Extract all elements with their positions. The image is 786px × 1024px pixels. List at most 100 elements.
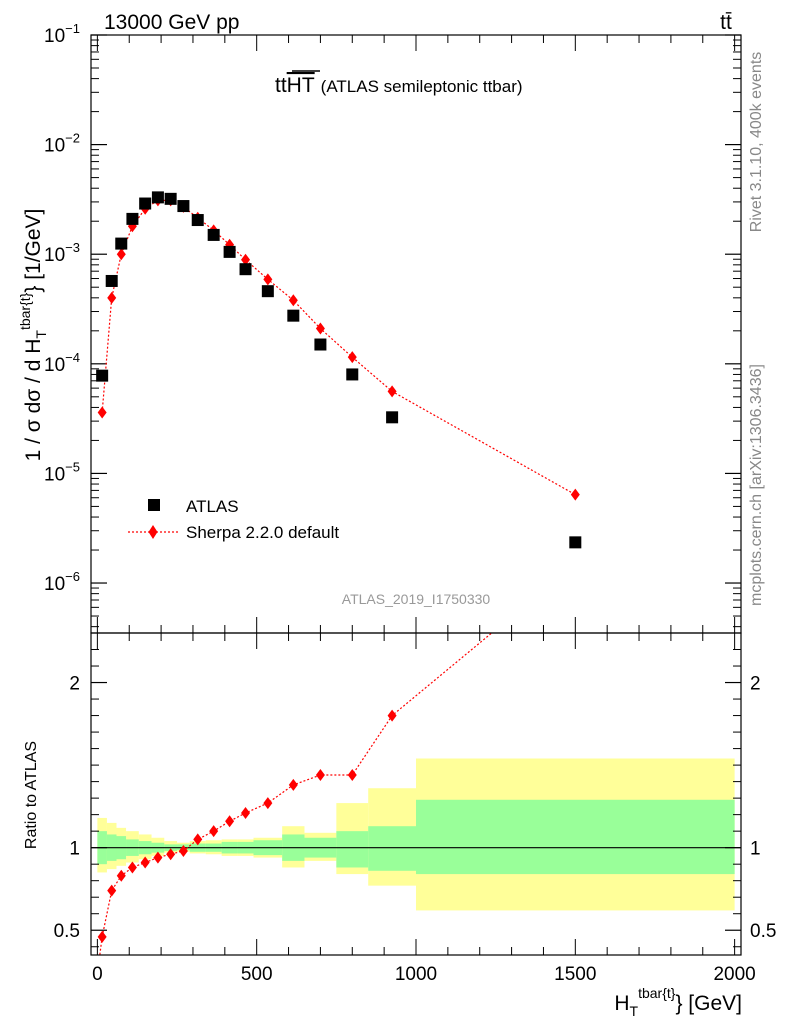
y-tick-label: 10−4 — [44, 350, 80, 376]
rivet-version-label: Rivet 3.1.10, 400k events — [748, 52, 765, 233]
sherpa-ratio-point — [107, 884, 117, 897]
y-axis-label-suffix: } [1/GeV] — [22, 209, 45, 293]
process-label: tt̄ — [720, 11, 732, 34]
atlas-point — [139, 197, 152, 210]
y-tick-label: 10−6 — [44, 569, 80, 595]
x-tick-label: 2000 — [713, 964, 755, 985]
y-axis-label: 1 / σ dσ / d HTtbar{t}} [1/GeV] — [17, 209, 49, 462]
atlas-point — [191, 214, 204, 227]
ratio-y-axis-label: Ratio to ATLAS — [23, 741, 40, 849]
sherpa-point — [116, 248, 126, 261]
y-axis-label-sub: T — [33, 330, 49, 339]
sherpa-ratio-point — [127, 861, 137, 874]
sherpa-point — [570, 488, 580, 501]
sherpa-ratio-point — [116, 869, 126, 882]
x-tick-label: 1500 — [554, 964, 596, 985]
sherpa-ratio-point — [315, 769, 325, 782]
sherpa-ratio-point — [140, 856, 150, 869]
sherpa-point — [288, 294, 298, 307]
y-tick-label-base: 10 — [44, 574, 65, 595]
legend: ATLAS Sherpa 2.2.0 default — [128, 497, 339, 542]
y-tick-label: 10−5 — [44, 459, 80, 485]
y-tick-label: 10−2 — [44, 131, 80, 157]
atlas-point — [115, 237, 128, 250]
main-plot-series — [96, 191, 582, 549]
ratio-plot-frame — [90, 632, 742, 956]
atlas-point — [126, 212, 139, 225]
atlas-point — [96, 369, 109, 382]
atlas-point — [164, 192, 177, 205]
sherpa-point — [107, 291, 117, 304]
ratio-uncertainty-bands — [97, 758, 735, 911]
ratio-y-tick-label: 0.5 — [54, 921, 80, 942]
x-tick-label: 0 — [92, 964, 103, 985]
legend-atlas-label: ATLAS — [186, 497, 239, 516]
sherpa-point — [347, 351, 357, 364]
stat-band — [336, 831, 369, 868]
ratio-series-group — [97, 558, 580, 955]
sherpa-ratio-point — [209, 825, 219, 838]
x-axis-label-sub: T — [630, 1003, 639, 1019]
plot-title: ttHT (ATLAS semileptonic ttbar) — [275, 74, 523, 97]
y-tick-label-base: 10 — [44, 464, 65, 485]
atlas-point — [386, 411, 399, 424]
x-tick-label: 500 — [241, 964, 273, 985]
y-tick-label-base: 10 — [44, 26, 65, 47]
sherpa-point — [241, 253, 251, 266]
sherpa-point — [315, 322, 325, 335]
main-plot-frame — [90, 34, 742, 634]
atlas-point — [223, 245, 236, 258]
ratio-plot-panel: 0.5 0.5 1 1 2 2 0 500 1000 1500 2000 Ratio to ATLA… — [23, 558, 776, 1019]
stat-band — [416, 799, 735, 875]
legend-sherpa-label: Sherpa 2.2.0 default — [186, 523, 339, 542]
y-tick-label-exp: −4 — [65, 350, 80, 365]
atlas-point — [151, 191, 164, 204]
sherpa-ratio-point — [241, 806, 251, 819]
atlas-point — [287, 309, 300, 322]
mcplots-label: mcplots.cern.ch [arXiv:1306.3436] — [748, 364, 765, 606]
atlas-point — [177, 200, 190, 213]
y-axis-label-sup: tbar{t} — [17, 292, 33, 330]
x-axis-label-sup: tbar{t} — [638, 985, 676, 1001]
x-tick-label: 1000 — [395, 964, 437, 985]
sherpa-ratio-point — [97, 930, 107, 943]
y-tick-label: 10−1 — [44, 21, 80, 47]
sherpa-ratio-point — [571, 558, 580, 570]
sherpa-point — [263, 273, 273, 286]
y-tick-label-base: 10 — [44, 245, 65, 266]
sherpa-ratio-point — [225, 815, 235, 828]
ratio-plot-series — [97, 558, 580, 955]
y-tick-label-exp: −3 — [65, 240, 80, 255]
y-tick-label-base: 10 — [44, 136, 65, 157]
atlas-point — [314, 338, 327, 351]
main-plot-panel: 10−610−510−410−310−210−1 ttHT (ATLAS semi… — [17, 21, 742, 634]
ratio-y-tick-label-right: 0.5 — [750, 921, 776, 942]
x-axis-label-main: H — [614, 992, 629, 1015]
plot-title-overline: HT — [287, 74, 315, 97]
atlas-point — [346, 368, 359, 381]
sherpa-ratio-point — [263, 797, 273, 810]
y-axis-label-main: 1 / σ dσ / d H — [22, 339, 45, 462]
analysis-id-label: ATLAS_2019_I1750330 — [342, 591, 491, 607]
ratio-y-tick-label-right: 1 — [750, 839, 761, 860]
main-plot-ticks: 10−610−510−410−310−210−1 — [44, 21, 741, 633]
y-tick-label-exp: −2 — [65, 131, 80, 146]
plot-title-main: tt — [275, 74, 287, 97]
stat-band — [368, 826, 416, 871]
sherpa-ratio-point — [193, 833, 203, 846]
sherpa-point — [387, 385, 397, 398]
sherpa-ratio-point — [347, 769, 357, 782]
energy-label: 13000 GeV pp — [104, 11, 239, 34]
sherpa-ratio-point — [288, 778, 298, 791]
atlas-point — [569, 536, 582, 549]
atlas-point — [207, 228, 220, 241]
y-tick-label: 10−3 — [44, 240, 80, 266]
sherpa-ratio-point — [166, 848, 176, 861]
legend-sherpa-marker — [148, 525, 158, 539]
ratio-y-tick-label: 1 — [69, 839, 80, 860]
x-axis-label: HTtbar{t}} [GeV] — [614, 985, 742, 1019]
atlas-point — [105, 274, 118, 287]
sherpa-line — [101, 199, 576, 496]
legend-atlas-marker — [148, 499, 160, 511]
